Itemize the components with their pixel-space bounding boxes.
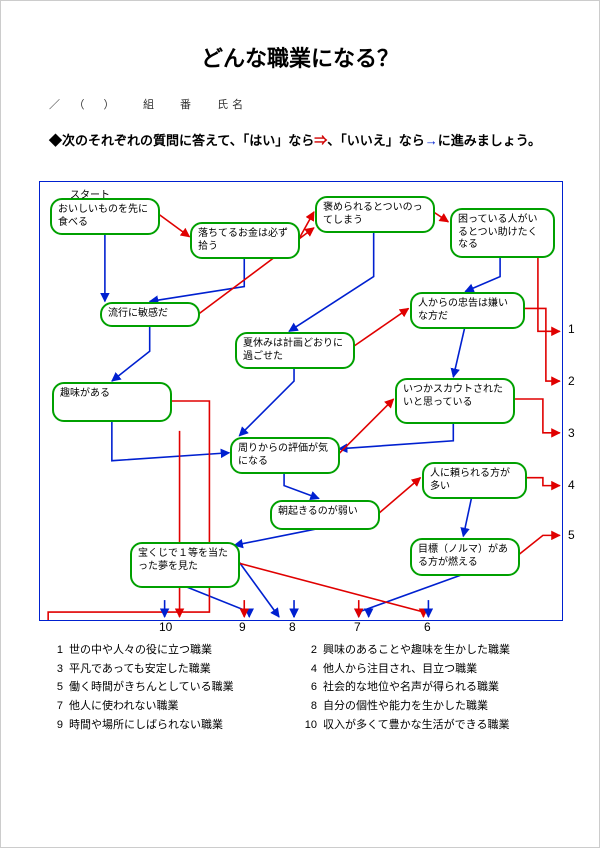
flowchart-edge xyxy=(239,563,423,617)
flowchart-edge xyxy=(513,399,560,433)
legend-text: 他人に使われない職業 xyxy=(69,697,297,716)
exit-label: 7 xyxy=(354,620,361,634)
legend-number: 7 xyxy=(49,697,63,716)
flowchart-edge xyxy=(185,586,250,617)
flowchart-node: 夏休みは計画どおりに過ごせた xyxy=(235,332,355,369)
legend-text: 収入が多くて豊かな生活ができる職業 xyxy=(323,716,551,735)
legend-number: 10 xyxy=(303,716,317,735)
results-legend: 1 世の中や人々の役に立つ職業 2 興味のあることや趣味を生かした職業 3 平凡であっても… xyxy=(49,641,551,734)
legend-number: 5 xyxy=(49,678,63,697)
flowchart-edge xyxy=(523,308,560,381)
flowchart-edge xyxy=(239,365,294,436)
flowchart-edge xyxy=(379,478,421,514)
flowchart-node: 落ちてるお金は必ず拾う xyxy=(190,222,300,259)
flowchart-edge xyxy=(518,535,560,555)
legend-text: 平凡であっても安定した職業 xyxy=(69,660,297,679)
flowchart-edge xyxy=(160,215,190,237)
flowchart-node: 人に頼られる方が多い xyxy=(422,462,527,499)
flowchart-edge xyxy=(463,495,472,537)
flowchart-node: 褒められるとついのってしまう xyxy=(315,196,435,233)
page-title: どんな職業になる？ xyxy=(1,41,599,73)
flowchart-edge xyxy=(525,478,560,486)
legend-text: 社会的な地位や名声が得られる職業 xyxy=(323,678,551,697)
legend-number: 9 xyxy=(49,716,63,735)
flowchart-edge xyxy=(299,212,314,239)
worksheet-page: どんな職業になる？ ／ （ ） 組 番 氏名 ◆次のそれぞれの質問に答えて、「は… xyxy=(0,0,600,848)
instruction-mid: 、「いいえ」なら xyxy=(327,133,425,148)
flowchart-node: 人からの忠告は嫌いな方だ xyxy=(410,292,525,329)
legend-number: 1 xyxy=(49,641,63,660)
legend-number: 6 xyxy=(303,678,317,697)
flowchart-edge xyxy=(354,308,409,346)
instruction-pre: ◆次のそれぞれの質問に答えて、「はい」なら xyxy=(49,133,314,148)
flowchart-node: 流行に敏感だ xyxy=(100,302,200,327)
instruction-post: に進みましょう。 xyxy=(438,133,541,148)
start-label: スタート xyxy=(70,186,110,201)
exit-label: 9 xyxy=(239,620,246,634)
flowchart-edge xyxy=(112,421,229,461)
flowchart-edge xyxy=(453,325,465,377)
legend-number: 8 xyxy=(303,697,317,716)
flowchart-edge xyxy=(239,562,279,617)
flowchart-node: 宝くじで１等を当たった夢を見た xyxy=(130,542,240,588)
legend-number: 3 xyxy=(49,660,63,679)
flowchart-edge xyxy=(339,399,394,454)
no-arrow-glyph: → xyxy=(425,133,438,148)
form-line: ／ （ ） 組 番 氏名 xyxy=(49,96,247,112)
flowchart-node: おいしいものを先に食べる xyxy=(50,198,160,235)
flowchart-edge xyxy=(465,254,500,292)
legend-number: 2 xyxy=(303,641,317,660)
legend-number: 4 xyxy=(303,660,317,679)
yes-arrow-glyph: ⇒ xyxy=(314,133,327,148)
legend-text: 他人から注目され、目立つ職業 xyxy=(323,660,551,679)
exit-label: 1 xyxy=(568,322,575,336)
flowchart-area: スタートおいしいものを先に食べる落ちてるお金は必ず拾う褒められるとついのってしま… xyxy=(39,181,563,621)
flowchart-node: 目標（ノルマ）がある方が燃える xyxy=(410,538,520,576)
flowchart-edge xyxy=(284,472,319,499)
exit-label: 8 xyxy=(289,620,296,634)
exit-label: 4 xyxy=(568,478,575,492)
legend-text: 働く時間がきちんとしている職業 xyxy=(69,678,297,697)
exit-label: 10 xyxy=(159,620,172,634)
flowchart-edge xyxy=(234,528,319,545)
legend-text: 時間や場所にしばられない職業 xyxy=(69,716,297,735)
flowchart-node: 朝起きるのが弱い xyxy=(270,500,380,530)
flowchart-edge xyxy=(433,212,448,222)
flowchart-edge xyxy=(289,230,374,332)
exit-label: 5 xyxy=(568,528,575,542)
exit-label: 6 xyxy=(424,620,431,634)
flowchart-node: 困っている人がいるとつい助けたくなる xyxy=(450,208,555,258)
instruction-text: ◆次のそれぞれの質問に答えて、「はい」なら⇒、「いいえ」なら→に進みましょう。 xyxy=(49,131,551,152)
exit-label: 2 xyxy=(568,374,575,388)
flowchart-edge xyxy=(359,574,464,617)
exit-label: 3 xyxy=(568,426,575,440)
flowchart-edge xyxy=(112,325,150,381)
flowchart-node: 趣味がある xyxy=(52,382,172,422)
flowchart-node: 周りからの評価が気になる xyxy=(230,437,340,474)
flowchart-node: いつかスカウトされたいと思っている xyxy=(395,378,515,424)
legend-text: 世の中や人々の役に立つ職業 xyxy=(69,641,297,660)
flowchart-edge xyxy=(150,256,245,302)
flowchart-edge xyxy=(339,423,453,449)
legend-text: 自分の個性や能力を生かした職業 xyxy=(323,697,551,716)
legend-text: 興味のあることや趣味を生かした職業 xyxy=(323,641,551,660)
